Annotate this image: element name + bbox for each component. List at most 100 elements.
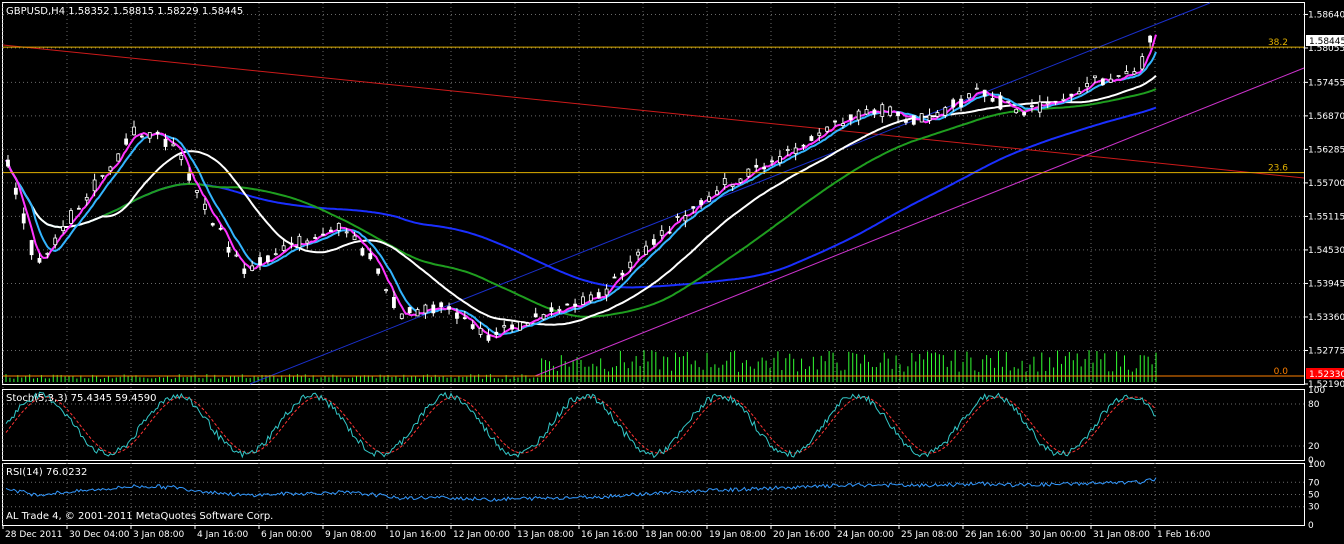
candle-body [431,304,436,314]
candle-body [699,200,704,205]
candle-body [1140,56,1145,70]
candle-body [691,206,696,209]
candle-body [329,229,333,233]
candle-body [841,123,845,126]
candle-body [872,109,877,115]
candle-body [313,237,318,239]
candle-body [336,223,341,231]
candle-body [722,178,727,186]
ma-green-line [5,88,1157,318]
fib-level-label: 38.2 [1268,38,1288,48]
time-tick-label: 20 Jan 16:00 [773,530,830,540]
candle-body [455,312,459,319]
candle-body [896,111,900,117]
candle-body [1022,112,1026,116]
candle-body [880,104,885,117]
time-tick-label: 19 Jan 08:00 [709,530,766,540]
candle-body [730,184,735,187]
candle-body [573,303,577,307]
candlesticks[interactable] [6,34,1152,343]
candle-body [793,147,798,154]
candle-body [407,307,412,314]
uptrend-line[interactable] [534,67,1305,377]
candle-body [344,231,349,234]
candle-body [777,156,782,164]
ma-cyan-line [5,51,1157,336]
candle-body [683,215,688,222]
candle-body [187,173,192,181]
price-tick-label: 1.57455 [1308,78,1344,88]
candle-body [266,255,270,263]
stoch-tick-label: 0 [1308,456,1314,466]
candle-body [218,227,223,230]
candle-body [132,126,136,136]
price-tick-label: 1.58055 [1308,44,1344,54]
time-tick-label: 13 Jan 08:00 [517,530,574,540]
candle-body [675,216,680,218]
candle-body [37,257,42,263]
stoch-tick-label: 20 [1308,442,1320,452]
oscillator-lines [3,391,1304,508]
candle-body [478,328,483,335]
candle-body [1124,71,1129,75]
rsi-line [5,477,1157,502]
candle-body [935,112,940,117]
price-tick-label: 1.55700 [1308,179,1344,189]
candle-body [1069,93,1074,97]
candle-body [817,132,822,136]
candle-body [565,303,570,306]
candle-body [147,132,152,139]
time-tick-label: 26 Jan 16:00 [965,530,1022,540]
candle-body [667,231,672,234]
candle-body [100,174,105,177]
candle-body [258,257,262,266]
time-tick-label: 4 Jan 16:00 [197,530,249,540]
stoch-tick-label: 80 [1308,400,1320,410]
candle-body [273,253,278,256]
time-tick-label: 3 Jan 08:00 [133,530,185,540]
candle-body [833,120,837,123]
candle-body [707,196,711,202]
candle-body [785,149,790,151]
candle-body [171,143,176,147]
stoch-signal-line [5,396,1157,454]
candle-body [226,246,231,253]
candle-body [864,109,869,115]
candle-body [856,110,861,121]
candle-body [21,213,26,224]
candle-body [1148,35,1152,43]
candle-body [116,153,121,162]
candle-body [801,144,806,147]
time-tick-label: 28 Dec 2011 [5,530,63,540]
downtrend-line[interactable] [2,44,1305,179]
candle-body [305,240,310,244]
candle-body [155,131,160,135]
fibonacci-levels[interactable]: 38.2 23.6 0.0 [3,38,1304,377]
symbol-header: GBPUSD,H4 1.58352 1.58815 1.58229 1.5844… [6,6,243,17]
candle-body [628,261,633,269]
time-tick-label: 10 Jan 16:00 [389,530,446,540]
candle-body [423,304,428,314]
rsi-tick-label: 70 [1308,478,1320,488]
candle-body [297,235,302,248]
price-tick-label: 1.53945 [1308,279,1344,289]
time-axis: 28 Dec 2011 30 Dec 04:00 3 Jan 08:00 4 Jan … [2,525,1211,540]
copyright-text: AL Trade 4, © 2001-2011 MetaQuotes Softw… [6,511,273,522]
candle-body [415,309,420,317]
rsi-tick-label: 100 [1308,460,1325,470]
candle-body [518,321,522,331]
time-tick-label: 12 Jan 00:00 [453,530,510,540]
time-tick-label: 24 Jan 00:00 [837,530,894,540]
candle-body [943,107,948,116]
channel-upper-line[interactable] [249,2,1211,385]
candle-body [13,187,18,195]
candle-body [754,164,759,168]
candle-body [888,106,893,116]
main-panel-frame [2,2,1305,385]
price-tick-label: 1.52190 [1308,380,1344,390]
candle-body [29,240,34,256]
candle-body [108,166,113,172]
